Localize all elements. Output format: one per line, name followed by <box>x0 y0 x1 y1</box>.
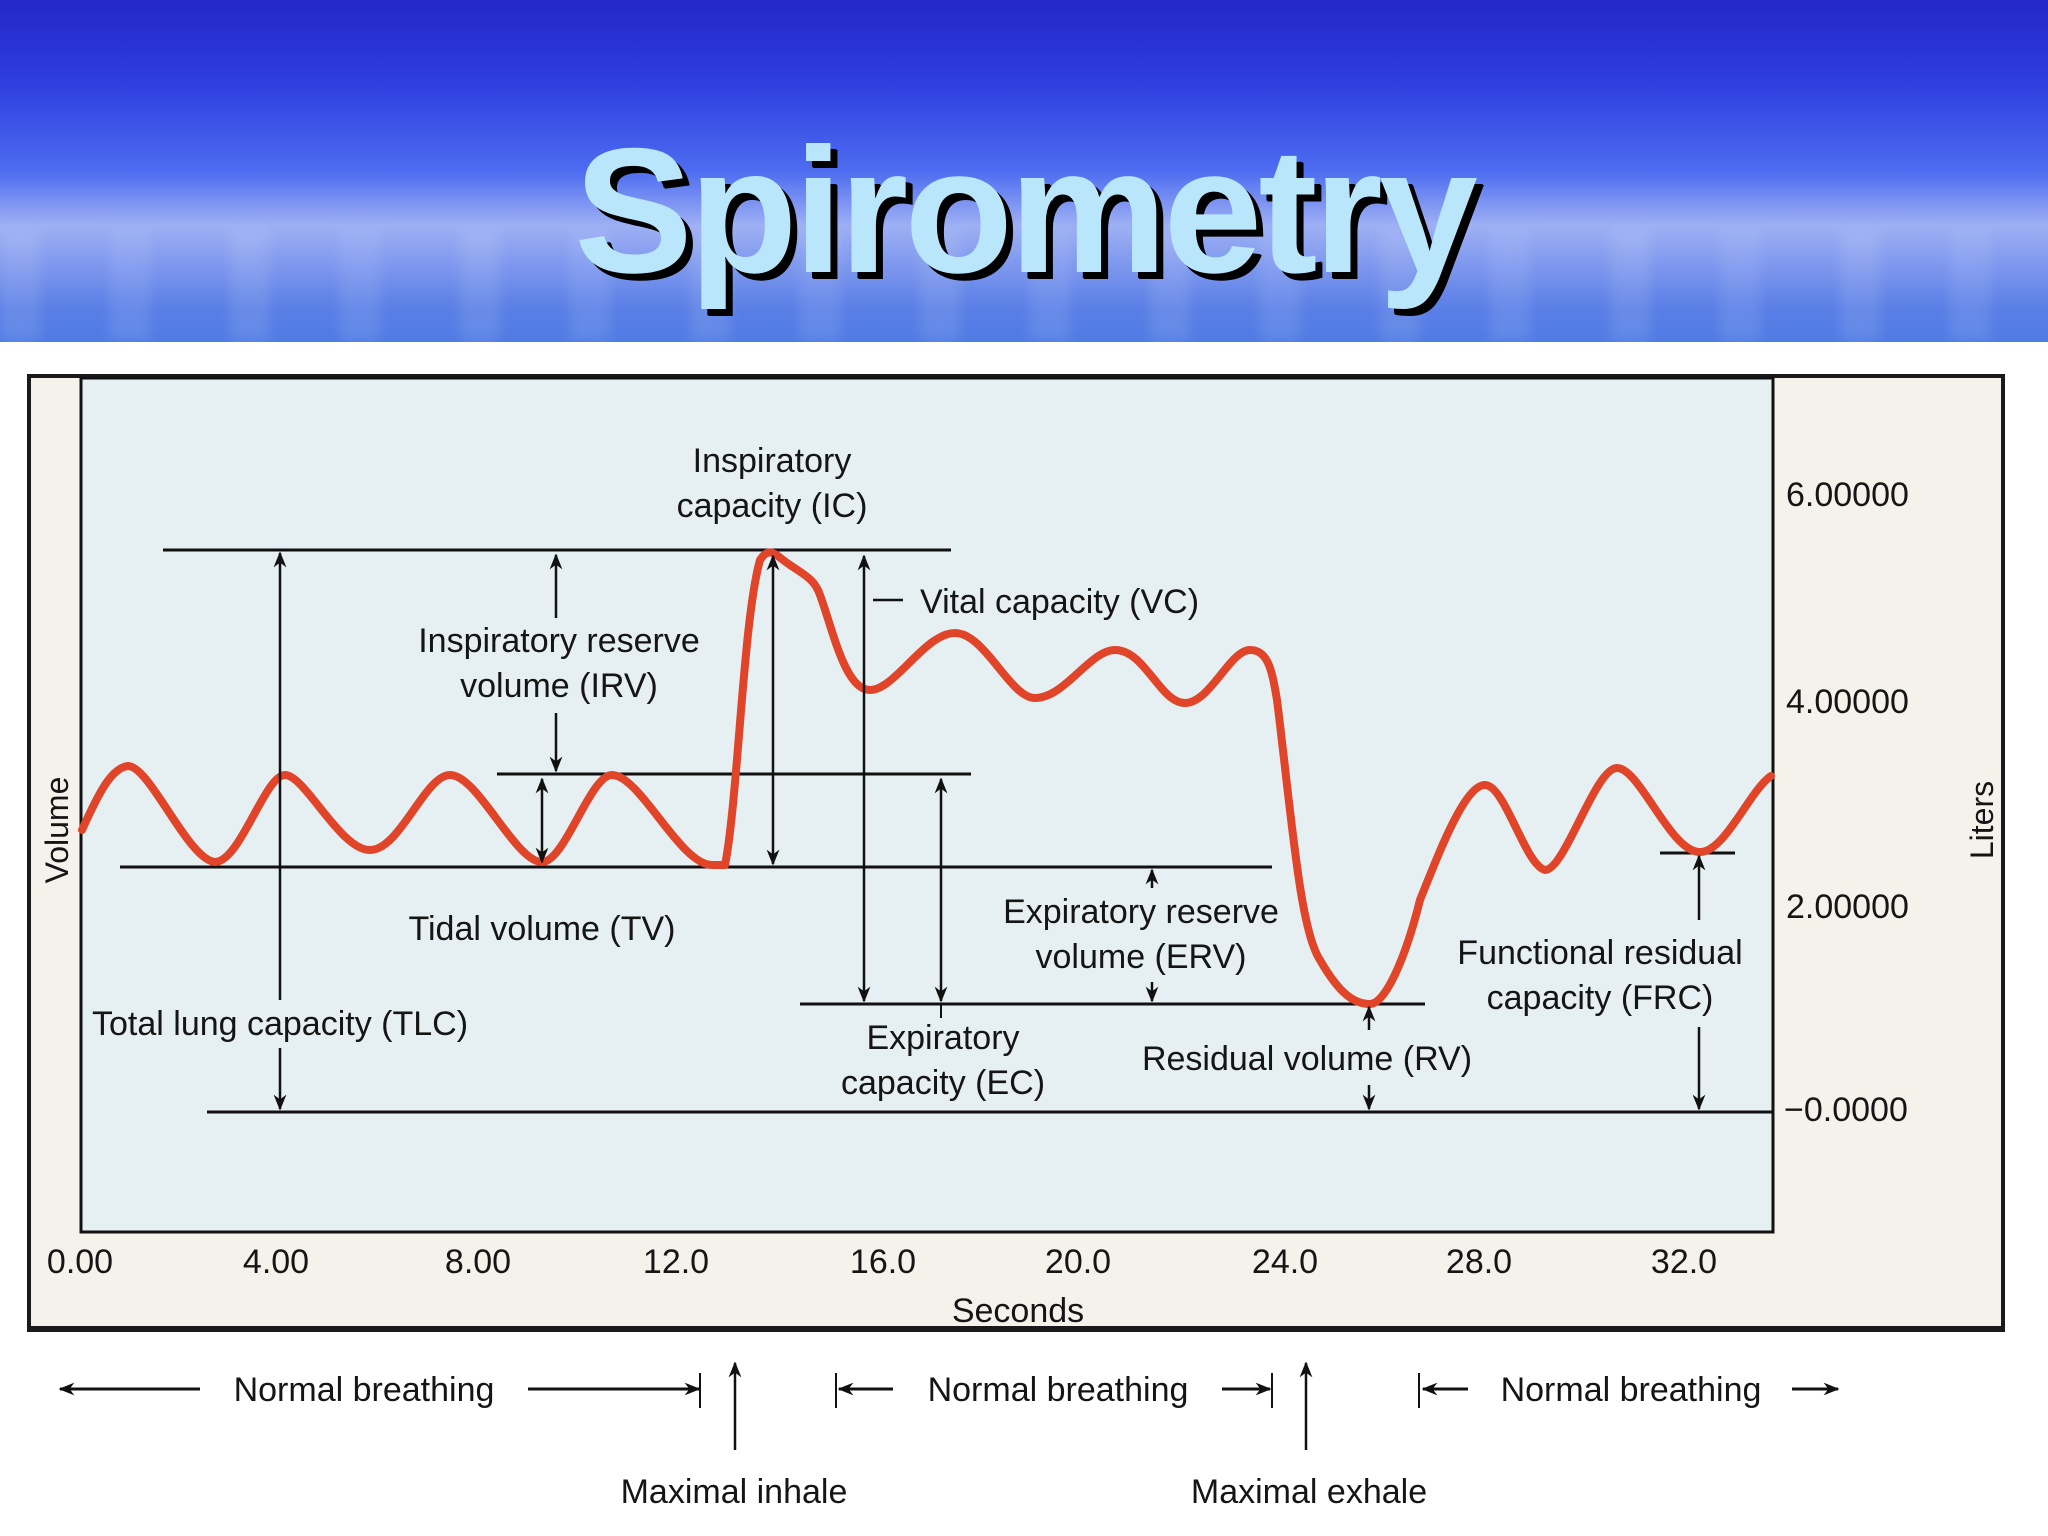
x-tick-4: 4.00 <box>243 1243 309 1281</box>
tlc-label: Total lung capacity (TLC) <box>92 1005 468 1043</box>
x-tick-8: 8.00 <box>445 1243 511 1281</box>
x-tick-0: 0.00 <box>47 1243 113 1281</box>
y-tick-2: 2.00000 <box>1786 888 1909 926</box>
x-tick-16: 16.0 <box>850 1243 916 1281</box>
ic-label-line2: capacity (IC) <box>677 487 868 525</box>
phase-normal-2: Normal breathing <box>928 1371 1189 1409</box>
phase-normal-3: Normal breathing <box>1501 1371 1762 1409</box>
vc-label: Vital capacity (VC) <box>920 583 1199 621</box>
rv-label: Residual volume (RV) <box>1142 1040 1472 1078</box>
x-tick-12: 12.0 <box>643 1243 709 1281</box>
phase-annotations: Normal breathing Maximal inhale Normal b… <box>58 1361 1840 1511</box>
y-tick-6: 6.00000 <box>1786 476 1909 514</box>
volume-curve <box>78 548 1775 1008</box>
tv-label: Tidal volume (TV) <box>408 910 675 948</box>
plot-area <box>79 376 1775 1234</box>
x-tick-20: 20.0 <box>1045 1243 1111 1281</box>
y-axis-label-liters: Liters <box>1964 781 2000 859</box>
phase-max-inhale: Maximal inhale <box>621 1473 848 1511</box>
irv-label-line2: volume (IRV) <box>460 667 658 705</box>
ic-label-line1: Inspiratory <box>693 442 852 480</box>
x-axis-label: Seconds <box>952 1292 1084 1330</box>
x-tick-32: 32.0 <box>1651 1243 1717 1281</box>
ec-label-line1: Expiratory <box>866 1019 1019 1057</box>
phase-max-exhale: Maximal exhale <box>1191 1473 1427 1511</box>
slide-title: Spirometry <box>574 111 1478 310</box>
frc-label-line2: capacity (FRC) <box>1487 979 1714 1017</box>
y-tick-4: 4.00000 <box>1786 683 1909 721</box>
frc-label-line1: Functional residual <box>1457 934 1742 972</box>
title-banner <box>0 0 2048 342</box>
x-tick-28: 28.0 <box>1446 1243 1512 1281</box>
y-axis-label-volume: Volume <box>39 777 75 884</box>
x-tick-24: 24.0 <box>1252 1243 1318 1281</box>
erv-label-line1: Expiratory reserve <box>1003 893 1279 931</box>
erv-label-line2: volume (ERV) <box>1036 938 1247 976</box>
irv-label-line1: Inspiratory reserve <box>418 622 700 660</box>
phase-normal-1: Normal breathing <box>234 1371 495 1409</box>
y-tick-0: −0.0000 <box>1784 1091 1908 1129</box>
ec-label-line2: capacity (EC) <box>841 1064 1045 1102</box>
